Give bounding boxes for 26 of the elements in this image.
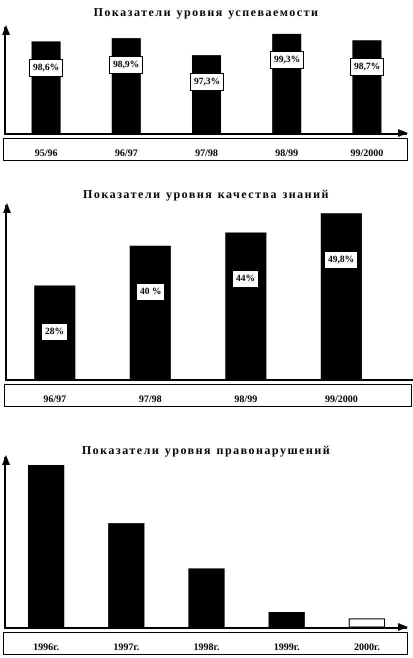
data-label: 97,3% (194, 77, 220, 87)
x-tick-label: 1997г. (113, 642, 140, 653)
x-tick-label: 99/2000 (350, 148, 384, 159)
x-tick-label: 1996г. (33, 642, 60, 653)
x-tick-label: 1999г. (274, 642, 300, 653)
x-tick-label: 2000г. (354, 642, 380, 653)
data-label: 98,7% (354, 62, 380, 72)
x-tick-label: 98/99 (275, 148, 298, 159)
data-label: 98,9% (113, 60, 140, 70)
data-label: 49,8% (328, 255, 354, 265)
x-tick-label: 96/97 (114, 148, 138, 159)
x-tick-label: 97/98 (138, 394, 162, 405)
x-tick-label: 97/98 (195, 148, 218, 159)
data-label: 28% (45, 327, 64, 337)
data-label: 44% (236, 274, 255, 284)
data-label: 99,3% (274, 55, 300, 65)
x-tick-label: 98/99 (234, 394, 258, 405)
x-tick-label: 1998г. (194, 642, 220, 653)
chart-title: Показатели уровня успеваемости (94, 5, 320, 20)
data-label: 40 % (140, 287, 162, 297)
x-tick-label: 99/2000 (324, 394, 358, 405)
data-label: 98,6% (33, 63, 60, 73)
x-tick-label: 95/96 (34, 148, 58, 159)
chart-title: Показатели уровня качества знаний (83, 187, 330, 202)
chart-title: Показатели уровня правонарушений (82, 443, 332, 458)
x-tick-label: 96/97 (43, 394, 66, 405)
